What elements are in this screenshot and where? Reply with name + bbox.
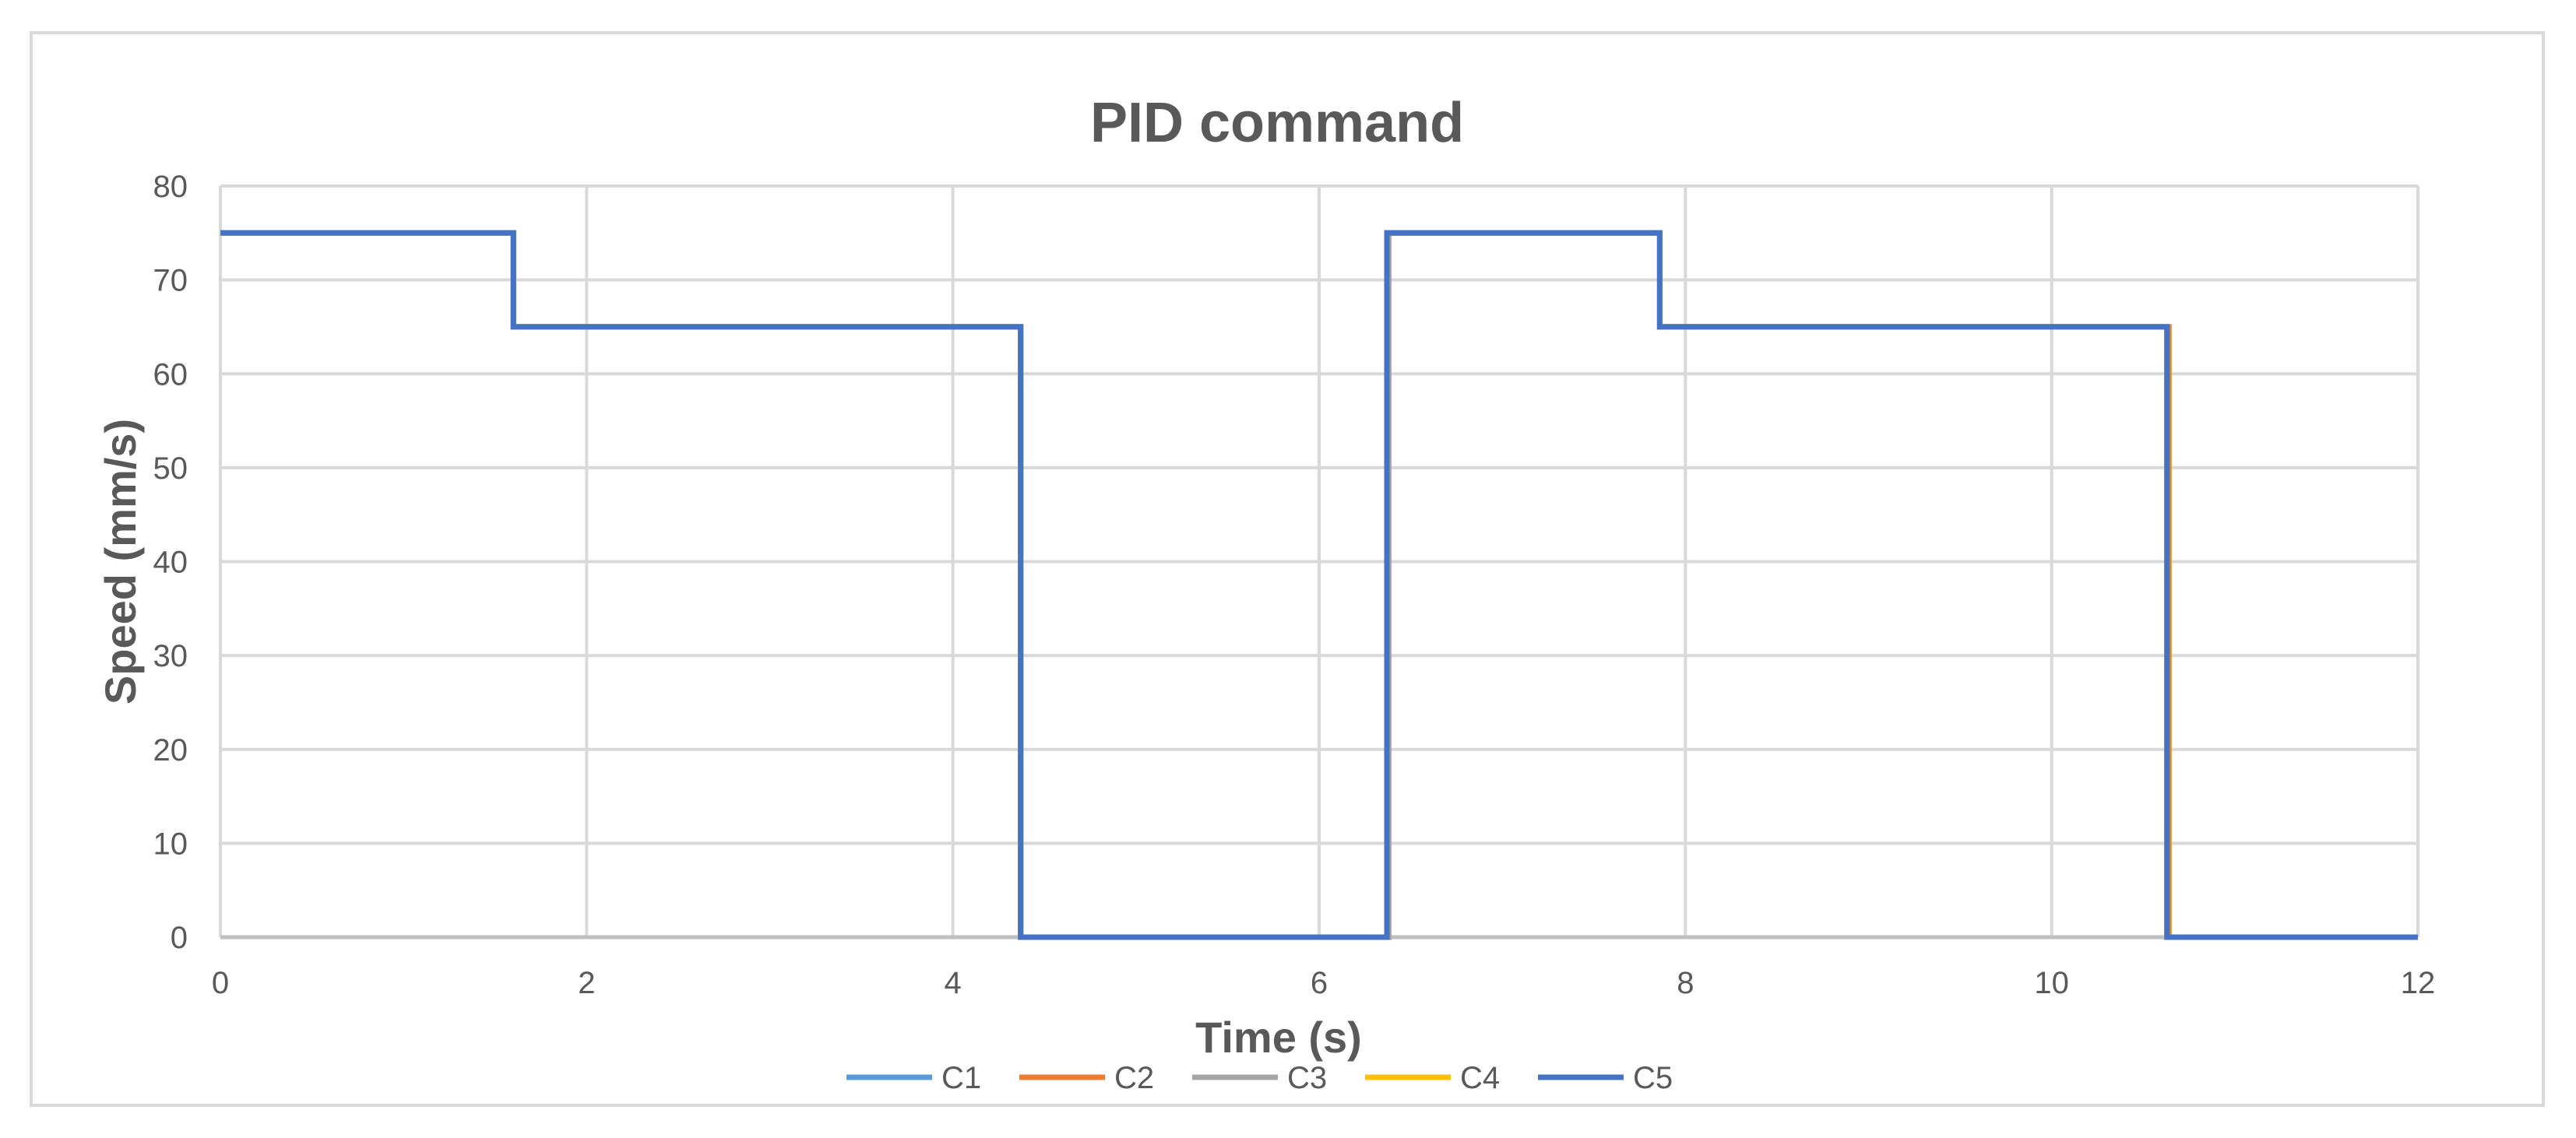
series-layer [220, 230, 2418, 940]
x-tick-label: 4 [945, 966, 962, 1000]
grid-layer [219, 184, 2419, 937]
y-tick-label: 20 [153, 733, 188, 767]
y-tick-label: 50 [153, 451, 188, 486]
y-tick-label: 70 [153, 264, 188, 298]
y-tick-label: 40 [153, 546, 188, 580]
y-tick-label: 80 [153, 170, 188, 204]
series-line-c5 [220, 230, 2418, 940]
y-axis-label: Speed (mm/s) [96, 419, 145, 704]
legend-label-c1: C1 [941, 1061, 981, 1095]
legend-label-c4: C4 [1460, 1061, 1500, 1095]
x-tick-label: 8 [1677, 966, 1694, 1000]
chart-svg: 0 10 20 30 40 50 60 70 80 0 2 4 6 8 10 12 PID command T… [96, 92, 2436, 1095]
chart-frame: 0 10 20 30 40 50 60 70 80 0 2 4 6 8 10 12 PID command T… [30, 31, 2545, 1107]
legend-label-c5: C5 [1633, 1061, 1673, 1095]
y-tick-label: 10 [153, 827, 188, 861]
legend-label-c2: C2 [1114, 1061, 1154, 1095]
y-tick-label: 0 [171, 921, 188, 955]
chart-title: PID command [1090, 92, 1464, 154]
x-tick-label: 10 [2034, 966, 2069, 1000]
tick-layer: 0 10 20 30 40 50 60 70 80 0 2 4 6 8 10 12 [153, 170, 2436, 1000]
legend-label-c3: C3 [1287, 1061, 1327, 1095]
y-tick-label: 60 [153, 357, 188, 392]
y-tick-label: 30 [153, 639, 188, 673]
x-tick-label: 2 [578, 966, 595, 1000]
x-tick-label: 12 [2401, 966, 2436, 1000]
x-tick-label: 0 [212, 966, 229, 1000]
x-tick-label: 6 [1311, 966, 1328, 1000]
x-axis-label: Time (s) [1195, 1013, 1362, 1062]
legend: C1 C2 C3 C4 C5 [846, 1061, 1673, 1095]
